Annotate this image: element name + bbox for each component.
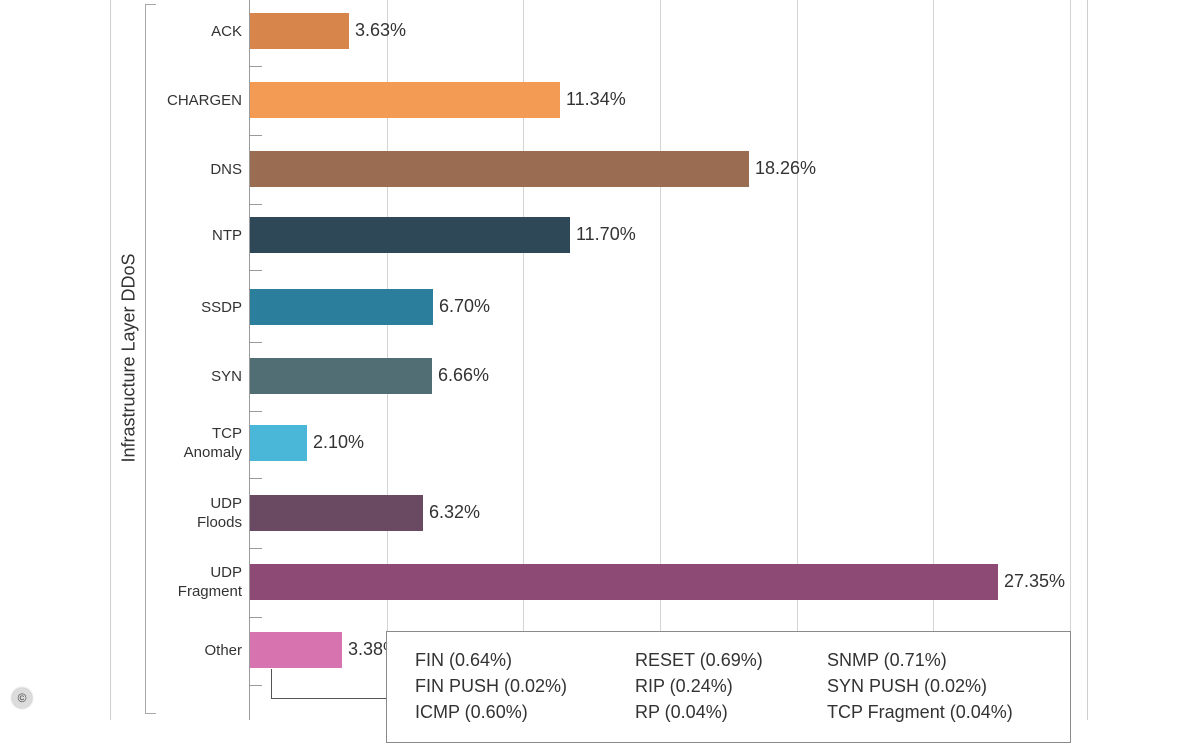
y-tick [250, 135, 262, 136]
category-label-line: TCP [212, 425, 242, 442]
value-label: 6.66% [438, 365, 490, 385]
other-breakdown-item: RIP (0.24%) [635, 676, 733, 696]
category-label-line: UDP [210, 564, 242, 581]
y-tick [250, 617, 262, 618]
y-tick [250, 548, 262, 549]
category-label-line: Other [204, 641, 242, 659]
category-label: CHARGEN [102, 91, 242, 110]
plot-left-border [110, 0, 111, 720]
category-label-line: DNS [210, 160, 242, 178]
y-tick [250, 411, 262, 412]
bar-chargen [250, 82, 560, 118]
category-label: ACK [102, 22, 242, 41]
category-label-line: Fragment [177, 583, 242, 600]
other-connector-horizontal [271, 698, 387, 699]
y-tick [250, 685, 262, 686]
value-label: 3.63% [355, 20, 407, 40]
category-label-line: Anomaly [183, 444, 242, 461]
value-label: 11.34% [566, 89, 626, 109]
bar-ack [250, 13, 349, 49]
other-connector-vertical [271, 669, 272, 699]
value-label: 27.35% [1004, 571, 1066, 591]
other-breakdown-item: RESET (0.69%) [635, 650, 763, 670]
x-gridline [797, 0, 798, 720]
bar-tcp-anomaly [250, 425, 307, 461]
y-tick [250, 66, 262, 67]
other-breakdown-box: FIN (0.64%) RESET (0.69%) SNMP (0.71%) FIN … [386, 631, 1071, 743]
value-label: 18.26% [755, 158, 817, 178]
other-breakdown-item: FIN PUSH (0.02%) [415, 676, 568, 696]
copyright-icon: © [12, 688, 32, 708]
other-breakdown-item: RP (0.04%) [635, 702, 728, 722]
value-label: 6.32% [429, 502, 481, 522]
y-axis-line [249, 0, 250, 720]
bar-syn [250, 358, 432, 394]
bar-dns [250, 151, 749, 187]
x-gridline [660, 0, 661, 720]
bar-udp-fragment [250, 564, 998, 600]
y-tick [250, 204, 262, 205]
plot-right-border [1087, 0, 1088, 720]
category-label: UDP Floods [102, 494, 242, 532]
x-gridline [933, 0, 934, 720]
y-tick [250, 270, 262, 271]
bar-ssdp [250, 289, 433, 325]
category-label: TCP Anomaly [102, 424, 242, 462]
category-label: SSDP [102, 298, 242, 317]
category-label: SYN [102, 367, 242, 386]
bar-other [250, 632, 342, 668]
y-tick [250, 478, 262, 479]
other-breakdown-item: TCP Fragment (0.04%) [827, 702, 1013, 722]
category-label-line: UDP [210, 495, 242, 512]
y-axis-bracket [145, 4, 156, 714]
x-gridline [1070, 0, 1071, 720]
x-gridline [523, 0, 524, 720]
other-breakdown-item: FIN (0.64%) [415, 650, 513, 670]
value-label: 6.70% [439, 296, 491, 316]
category-label-line: SYN [211, 367, 242, 385]
other-breakdown-item: SNMP (0.71%) [827, 650, 947, 670]
value-label: 11.70% [576, 224, 636, 244]
category-label: NTP [102, 226, 242, 245]
bar-ntp [250, 217, 570, 253]
category-label: DNS [102, 160, 242, 179]
value-label: 2.10% [313, 432, 365, 452]
category-label: Other [102, 641, 242, 660]
plot-area: 3.63% 11.34% 18.26% 11.70% 6.70% 6.66% 2.10% 6.… [250, 0, 1071, 720]
category-label-line: ACK [211, 22, 242, 40]
other-breakdown-item: ICMP (0.60%) [415, 702, 528, 722]
category-label: UDP Fragment [102, 563, 242, 601]
other-breakdown-item: SYN PUSH (0.02%) [827, 676, 988, 696]
category-label-line: CHARGEN [166, 91, 242, 109]
y-tick [250, 342, 262, 343]
category-label-line: Floods [196, 514, 242, 531]
category-label-line: NTP [212, 226, 242, 244]
category-label-line: SSDP [201, 298, 242, 316]
bar-udp-floods [250, 495, 423, 531]
